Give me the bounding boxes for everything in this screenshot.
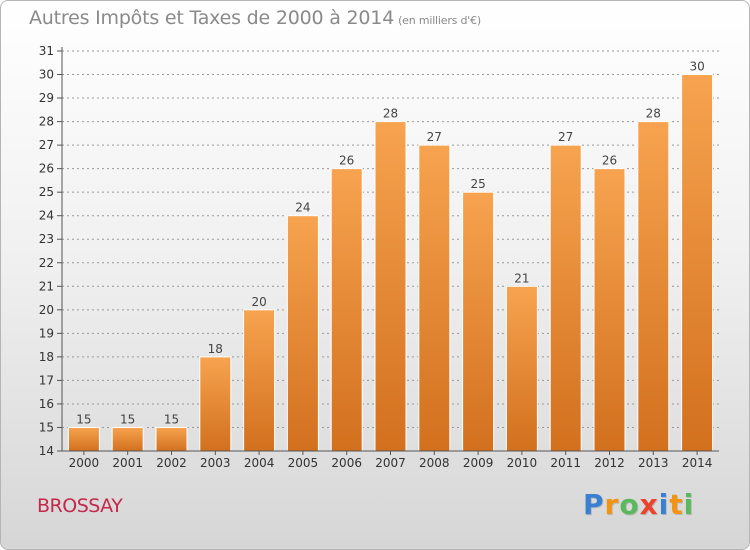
x-tick-label: 2012 xyxy=(594,456,625,470)
bar-value-label: 20 xyxy=(251,295,266,309)
y-tick-label: 19 xyxy=(39,326,54,340)
bar[interactable] xyxy=(462,191,495,452)
logo-letter: P xyxy=(583,488,605,521)
logo-letter: i xyxy=(658,488,670,521)
bar[interactable] xyxy=(549,144,582,452)
bar[interactable] xyxy=(593,168,626,452)
y-tick-label: 25 xyxy=(39,185,54,199)
bar[interactable] xyxy=(111,426,144,452)
y-tick-label: 21 xyxy=(39,279,54,293)
x-tick-label: 2000 xyxy=(69,456,100,470)
bar-value-label: 15 xyxy=(120,412,135,426)
y-tick-label: 31 xyxy=(39,44,54,58)
x-tick-label: 2004 xyxy=(244,456,275,470)
y-tick-label: 27 xyxy=(39,138,54,152)
y-tick-label: 16 xyxy=(39,397,54,411)
x-tick-label: 2014 xyxy=(682,456,713,470)
bar-value-label: 15 xyxy=(76,412,91,426)
x-tick-label: 2007 xyxy=(375,456,406,470)
chart-subtitle: (en milliers d'€) xyxy=(398,14,481,27)
logo-letter: r xyxy=(604,488,620,521)
y-tick-label: 20 xyxy=(39,303,54,317)
bar[interactable] xyxy=(505,285,538,452)
bar-value-label: 25 xyxy=(470,177,485,191)
x-tick-label: 2009 xyxy=(463,456,494,470)
bar-value-label: 27 xyxy=(558,130,573,144)
x-tick-label: 2001 xyxy=(112,456,143,470)
bar-value-label: 15 xyxy=(164,412,179,426)
x-tick-label: 2010 xyxy=(507,456,538,470)
axes xyxy=(57,47,719,455)
bar[interactable] xyxy=(243,309,276,452)
bar-value-label: 30 xyxy=(689,60,704,74)
logo-letter: t xyxy=(669,488,684,521)
bar-value-label: 26 xyxy=(339,154,354,168)
x-tick-label: 2011 xyxy=(550,456,581,470)
proxiti-logo[interactable]: Proxiti xyxy=(583,488,694,521)
x-tick-label: 2003 xyxy=(200,456,231,470)
logo-letter: x xyxy=(639,488,659,521)
bar-value-label: 28 xyxy=(646,107,661,121)
bar-value-label: 18 xyxy=(208,342,223,356)
bar[interactable] xyxy=(374,121,407,452)
bar[interactable] xyxy=(286,215,319,452)
bar-value-label: 27 xyxy=(427,130,442,144)
labels: 14 15 16 17 18 19 20 21 22 23 24 25 26 27 28 29 30 31 15 20… xyxy=(39,44,713,470)
location-name: BROSSAY xyxy=(37,495,123,517)
x-tick-label: 2002 xyxy=(156,456,187,470)
bar-value-label: 24 xyxy=(295,201,310,215)
y-tick-label: 23 xyxy=(39,232,54,246)
logo-letter: i xyxy=(683,488,695,521)
x-tick-label: 2006 xyxy=(331,456,362,470)
y-tick-label: 14 xyxy=(39,444,54,458)
x-tick-label: 2013 xyxy=(638,456,669,470)
bar[interactable] xyxy=(330,168,363,452)
y-tick-label: 15 xyxy=(39,420,54,434)
y-tick-label: 22 xyxy=(39,256,54,270)
y-tick-label: 28 xyxy=(39,115,54,129)
y-tick-label: 30 xyxy=(39,68,54,82)
bar-value-label: 21 xyxy=(514,271,529,285)
bars xyxy=(67,74,714,452)
y-tick-label: 18 xyxy=(39,350,54,364)
chart-title-text: Autres Impôts et Taxes de 2000 à 2014 xyxy=(29,7,395,29)
y-tick-label: 24 xyxy=(39,209,54,223)
x-tick-label: 2005 xyxy=(288,456,319,470)
bar[interactable] xyxy=(418,144,451,452)
bar-value-label: 26 xyxy=(602,154,617,168)
y-tick-label: 26 xyxy=(39,162,54,176)
bar[interactable] xyxy=(637,121,670,452)
bar[interactable] xyxy=(67,426,100,452)
bar[interactable] xyxy=(155,426,188,452)
logo-letter: o xyxy=(619,488,640,521)
x-tick-label: 2008 xyxy=(419,456,450,470)
y-tick-label: 17 xyxy=(39,373,54,387)
y-tick-label: 29 xyxy=(39,91,54,105)
bar-value-label: 28 xyxy=(383,107,398,121)
bar[interactable] xyxy=(681,74,714,452)
chart-title: Autres Impôts et Taxes de 2000 à 2014 (en… xyxy=(29,7,481,29)
bar[interactable] xyxy=(199,356,232,452)
